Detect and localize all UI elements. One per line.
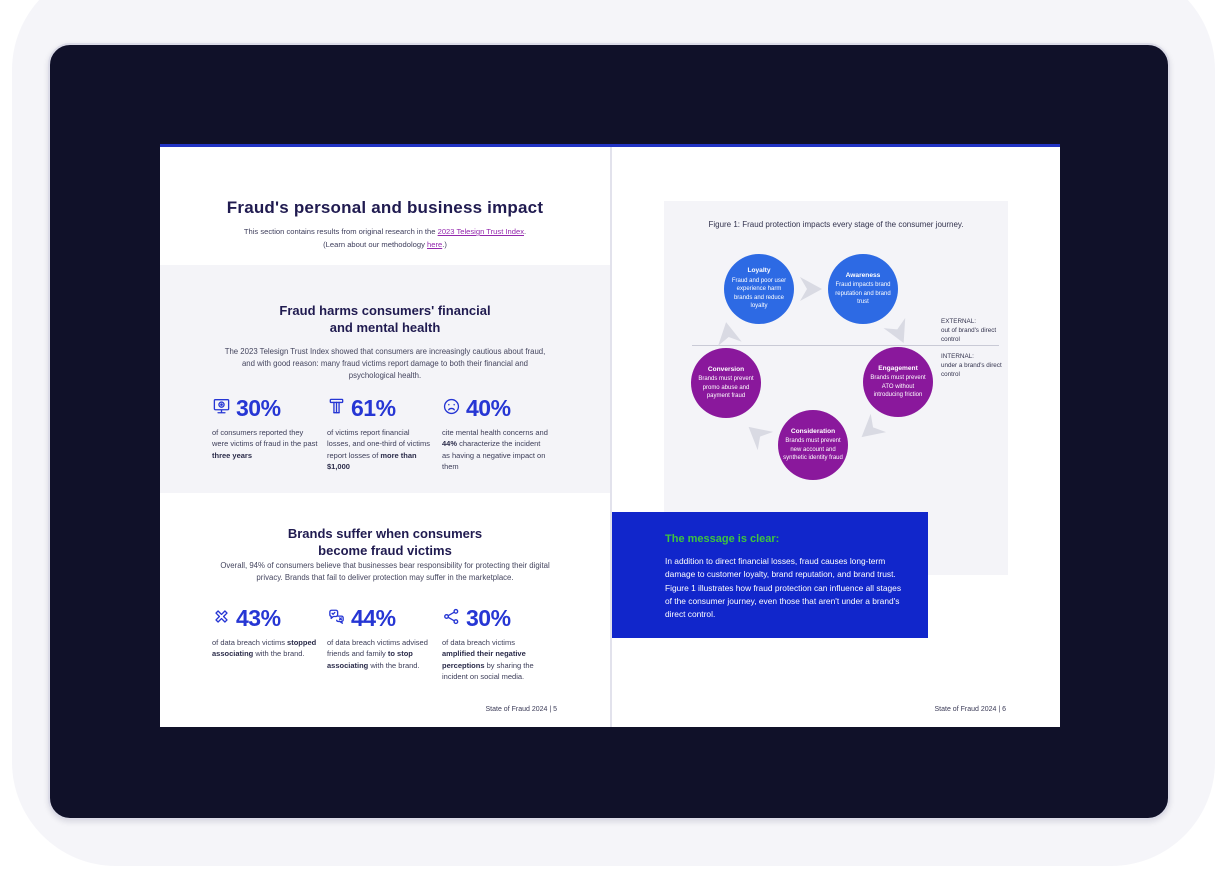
journey-circle-consideration: Consideration Brands must prevent new ac… xyxy=(778,410,848,480)
stat-desc: of consumers reported they were victims … xyxy=(212,428,318,460)
section-body-brands: Overall, 94% of consumers believe that b… xyxy=(220,561,550,583)
internal-label: INTERNAL: under a brand's direct control xyxy=(941,353,1002,379)
section-heading: Fraud harms consumers' financial and men… xyxy=(279,303,491,335)
stat-value: 30% xyxy=(236,395,281,421)
section-body: The 2023 Telesign Trust Index showed tha… xyxy=(224,346,546,380)
arrow-conversion-to-loyalty-icon xyxy=(714,320,742,346)
page-right: Figure 1: Fraud protection impacts every… xyxy=(612,147,1060,727)
stat-value: 44% xyxy=(351,605,396,631)
stat-advised-stop: 44% of data breach victims advised frien… xyxy=(327,605,434,682)
stats-row-brands: 43% of data breach victims stopped assoc… xyxy=(212,605,557,682)
stat-value: 61% xyxy=(351,395,396,421)
subtitle-text: This section contains results from origi… xyxy=(243,227,438,236)
arrow-loyalty-to-awareness-icon xyxy=(800,277,822,301)
section-heading-brands: Brands suffer when consumers become frau… xyxy=(287,526,483,558)
arrow-awareness-to-engagement-icon xyxy=(883,317,914,348)
share-icon xyxy=(442,607,461,631)
external-internal-divider xyxy=(692,345,999,346)
stat-value: 43% xyxy=(236,605,281,631)
page-number-right: State of Fraud 2024 | 6 xyxy=(934,706,1006,713)
page-subtitle: This section contains results from origi… xyxy=(243,227,527,250)
figure-caption: Figure 1: Fraud protection impacts every… xyxy=(708,220,964,229)
journey-circle-engagement: Engagement Brands must prevent ATO witho… xyxy=(863,347,933,417)
stat-value: 30% xyxy=(466,605,511,631)
stat-desc: of data breach victims advised friends a… xyxy=(327,638,428,670)
stat-desc: of victims report financial losses, and … xyxy=(327,428,430,471)
message-body: In addition to direct financial losses, … xyxy=(665,556,902,620)
stat-desc: cite mental health concerns and 44% char… xyxy=(442,428,548,471)
message-heading: The message is clear: xyxy=(665,533,780,545)
stats-row-financial: 30% of consumers reported they were vict… xyxy=(212,395,557,472)
trust-index-link[interactable]: 2023 Telesign Trust Index xyxy=(437,227,524,236)
stat-mental-health: 40% cite mental health concerns and 44% … xyxy=(442,395,549,472)
stat-desc: of data breach victims stopped associati… xyxy=(212,638,317,659)
stat-amplified-perceptions: 30% of data breach victims amplified the… xyxy=(442,605,549,682)
page-title: Fraud's personal and business impact xyxy=(226,198,544,217)
section-financial-harm: Fraud harms consumers' financial and men… xyxy=(160,265,610,493)
sad-face-icon xyxy=(442,397,461,421)
stat-fraud-victims: 30% of consumers reported they were vict… xyxy=(212,395,319,472)
monitor-icon xyxy=(212,397,231,421)
stat-value: 40% xyxy=(466,395,511,421)
atm-icon xyxy=(327,397,346,421)
methodology-link[interactable]: here xyxy=(427,240,443,250)
stat-desc: of data breach victims amplified their n… xyxy=(442,638,534,681)
journey-circle-conversion: Conversion Brands must prevent promo abu… xyxy=(691,348,761,418)
stat-stopped-associating: 43% of data breach victims stopped assoc… xyxy=(212,605,319,682)
report-spread: Fraud's personal and business impact Thi… xyxy=(160,144,1060,727)
journey-circle-loyalty: Loyalty Fraud and poor user experience h… xyxy=(724,254,794,324)
journey-circle-awareness: Awareness Fraud impacts brand reputation… xyxy=(828,254,898,324)
external-label: EXTERNAL: out of brand's direct control xyxy=(941,318,997,344)
arrow-engagement-to-consideration-icon xyxy=(854,413,887,447)
message-box: The message is clear: In addition to dir… xyxy=(612,512,928,638)
page-number-left: State of Fraud 2024 | 5 xyxy=(485,706,557,713)
cross-icon xyxy=(212,607,231,631)
arrow-consideration-to-conversion-icon xyxy=(741,418,774,451)
chat-bubbles-icon xyxy=(327,607,346,631)
page-left: Fraud's personal and business impact Thi… xyxy=(160,147,610,727)
page-divider xyxy=(610,147,612,727)
stat-financial-losses: 61% of victims report financial losses, … xyxy=(327,395,434,472)
